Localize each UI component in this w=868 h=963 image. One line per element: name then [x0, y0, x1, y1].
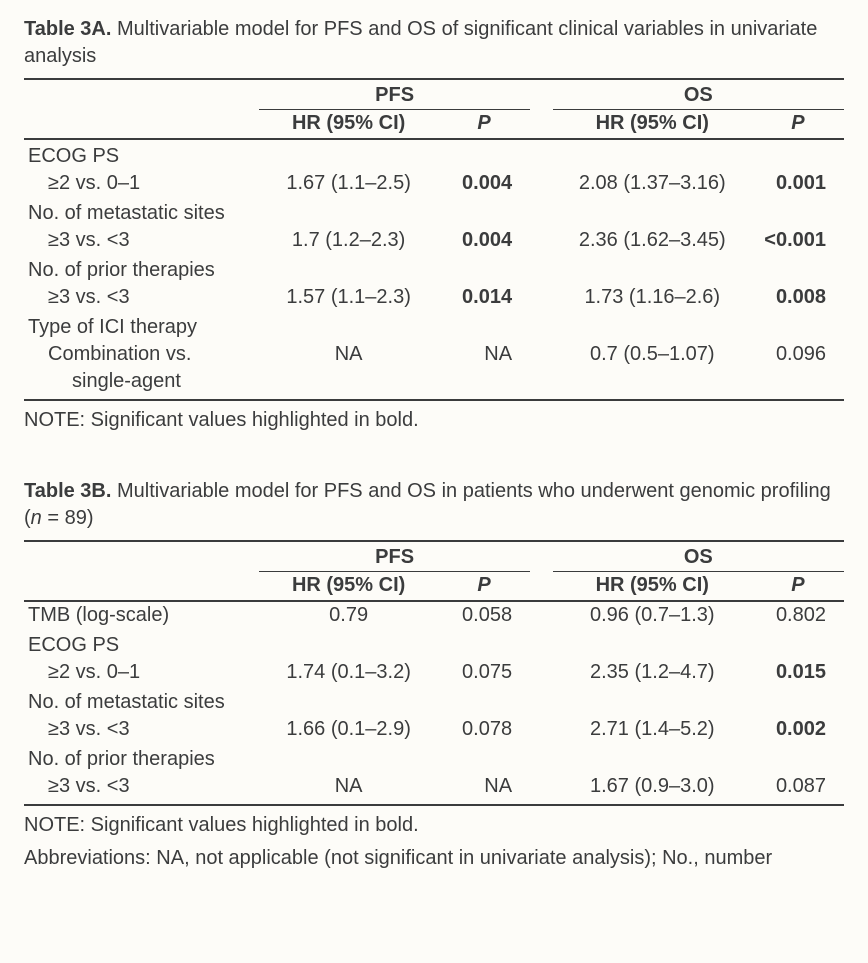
table-3a-caption: Multivariable model for PFS and OS of si…: [24, 18, 817, 67]
row-group-label: No. of prior therapies: [24, 254, 259, 284]
pfs-hr-cell: 1.66 (0.1–2.9): [259, 716, 438, 743]
table-row: TMB (log-scale)0.790.058 0.96 (0.7–1.3)0.…: [24, 601, 844, 629]
table-3b-n-italic: n: [31, 507, 42, 529]
pfs-p-cell: 0.014: [438, 284, 530, 311]
row-label: ≥3 vs. <3: [24, 227, 259, 254]
table-3b-group-header: PFS OS: [24, 542, 844, 572]
os-hr-cell: 2.08 (1.37–3.16): [553, 170, 752, 197]
os-hr-cell: 0.7 (0.5–1.07): [553, 341, 752, 368]
table-row: No. of metastatic sites: [24, 686, 844, 716]
table-3b-block: Table 3B. Multivariable model for PFS an…: [24, 472, 844, 872]
pfs-header: PFS: [259, 80, 530, 110]
table-3a-body: ECOG PS≥2 vs. 0–11.67 (1.1–2.5)0.0042.08…: [24, 139, 844, 400]
table-3b-sub-header: HR (95% CI) P HR (95% CI) P: [24, 572, 844, 602]
os-header: OS: [553, 542, 844, 572]
table-row: ≥3 vs. <31.66 (0.1–2.9)0.078 2.71 (1.4–5.…: [24, 716, 844, 743]
pfs-p-cell: 0.075: [438, 659, 530, 686]
table-row: No. of metastatic sites: [24, 197, 844, 227]
os-hr-cell: 2.35 (1.2–4.7): [553, 659, 752, 686]
pfs-p-header: P: [438, 110, 530, 140]
pfs-p-header: P: [438, 572, 530, 602]
table-3a-sub-header: HR (95% CI) P HR (95% CI) P: [24, 110, 844, 140]
pfs-hr-cell: 1.74 (0.1–3.2): [259, 659, 438, 686]
table-3a-group-header: PFS OS: [24, 80, 844, 110]
table-row: ECOG PS: [24, 139, 844, 170]
pfs-header: PFS: [259, 542, 530, 572]
row-label: TMB (log-scale): [24, 601, 259, 629]
pfs-hr-cell: 1.67 (1.1–2.5): [259, 170, 438, 197]
row-label: ≥2 vs. 0–1: [24, 170, 259, 197]
os-p-cell: 0.087: [752, 773, 844, 805]
os-p-cell: 0.002: [752, 716, 844, 743]
os-p-cell: 0.001: [752, 170, 844, 197]
os-header: OS: [553, 80, 844, 110]
pfs-p-cell: 0.058: [438, 601, 530, 629]
row-label: ≥3 vs. <3: [24, 284, 259, 311]
os-p-cell: <0.001: [752, 227, 844, 254]
row-group-label: ECOG PS: [24, 629, 259, 659]
table-3a: PFS OS HR (95% CI) P HR (95% CI) P ECOG …: [24, 80, 844, 401]
pfs-p-cell: 0.004: [438, 227, 530, 254]
os-hr-cell: 0.96 (0.7–1.3): [553, 601, 752, 629]
pfs-p-cell: NA: [438, 341, 530, 368]
row-group-label: Type of ICI therapy: [24, 311, 259, 341]
table-row: No. of prior therapies: [24, 254, 844, 284]
os-p-cell: 0.008: [752, 284, 844, 311]
table-3b-caption-2: = 89): [42, 507, 94, 529]
row-label-cont: single-agent: [24, 368, 259, 400]
table-row: Type of ICI therapy: [24, 311, 844, 341]
table-row: ≥3 vs. <31.7 (1.2–2.3)0.004 2.36 (1.62–3.…: [24, 227, 844, 254]
row-label: Combination vs.: [24, 341, 259, 368]
table-3a-block: Table 3A. Multivariable model for PFS an…: [24, 10, 844, 434]
table-row: ≥3 vs. <31.57 (1.1–2.3)0.014 1.73 (1.16–2…: [24, 284, 844, 311]
pfs-p-cell: NA: [438, 773, 530, 805]
table-3a-label: Table 3A.: [24, 18, 111, 40]
os-p-header: P: [752, 110, 844, 140]
table-row: Combination vs.NANA0.7 (0.5–1.07)0.096: [24, 341, 844, 368]
table-3b: PFS OS HR (95% CI) P HR (95% CI) P TMB (…: [24, 542, 844, 806]
os-hr-cell: 1.73 (1.16–2.6): [553, 284, 752, 311]
row-group-label: ECOG PS: [24, 139, 259, 170]
os-hr-cell: 2.71 (1.4–5.2): [553, 716, 752, 743]
os-hr-header: HR (95% CI): [553, 572, 752, 602]
table-3b-caption-1: Multivariable model for PFS and OS in pa…: [24, 480, 831, 529]
pfs-hr-header: HR (95% CI): [259, 572, 438, 602]
os-p-header: P: [752, 572, 844, 602]
os-p-cell: 0.015: [752, 659, 844, 686]
page: Table 3A. Multivariable model for PFS an…: [0, 0, 868, 882]
pfs-p-cell: 0.078: [438, 716, 530, 743]
os-hr-cell: 2.36 (1.62–3.45): [553, 227, 752, 254]
table-row: No. of prior therapies: [24, 743, 844, 773]
table-row: ECOG PS: [24, 629, 844, 659]
pfs-hr-cell: 1.57 (1.1–2.3): [259, 284, 438, 311]
row-group-label: No. of metastatic sites: [24, 686, 259, 716]
table-row: ≥2 vs. 0–11.67 (1.1–2.5)0.004 2.08 (1.37–…: [24, 170, 844, 197]
table-row: ≥3 vs. <3NANA1.67 (0.9–3.0)0.087: [24, 773, 844, 805]
table-3b-note: NOTE: Significant values highlighted in …: [24, 806, 844, 839]
pfs-hr-header: HR (95% CI): [259, 110, 438, 140]
pfs-hr-cell: 0.79: [259, 601, 438, 629]
table-3a-title: Table 3A. Multivariable model for PFS an…: [24, 10, 844, 80]
table-3b-label: Table 3B.: [24, 480, 111, 502]
row-group-label: No. of prior therapies: [24, 743, 259, 773]
table-3a-note: NOTE: Significant values highlighted in …: [24, 401, 844, 434]
table-row: ≥2 vs. 0–11.74 (0.1–3.2)0.075 2.35 (1.2–4…: [24, 659, 844, 686]
pfs-hr-cell: 1.7 (1.2–2.3): [259, 227, 438, 254]
table-3b-body: TMB (log-scale)0.790.0580.96 (0.7–1.3)0.…: [24, 601, 844, 805]
row-label: ≥3 vs. <3: [24, 716, 259, 743]
pfs-hr-cell: NA: [259, 773, 438, 805]
row-group-label: No. of metastatic sites: [24, 197, 259, 227]
os-p-cell: 0.096: [752, 341, 844, 368]
row-label: ≥2 vs. 0–1: [24, 659, 259, 686]
pfs-p-cell: 0.004: [438, 170, 530, 197]
os-hr-cell: 1.67 (0.9–3.0): [553, 773, 752, 805]
os-p-cell: 0.802: [752, 601, 844, 629]
os-hr-header: HR (95% CI): [553, 110, 752, 140]
table-3b-title: Table 3B. Multivariable model for PFS an…: [24, 472, 844, 542]
table-row: single-agent: [24, 368, 844, 400]
row-label: ≥3 vs. <3: [24, 773, 259, 805]
table-3b-abbrev: Abbreviations: NA, not applicable (not s…: [24, 839, 844, 872]
pfs-hr-cell: NA: [259, 341, 438, 368]
